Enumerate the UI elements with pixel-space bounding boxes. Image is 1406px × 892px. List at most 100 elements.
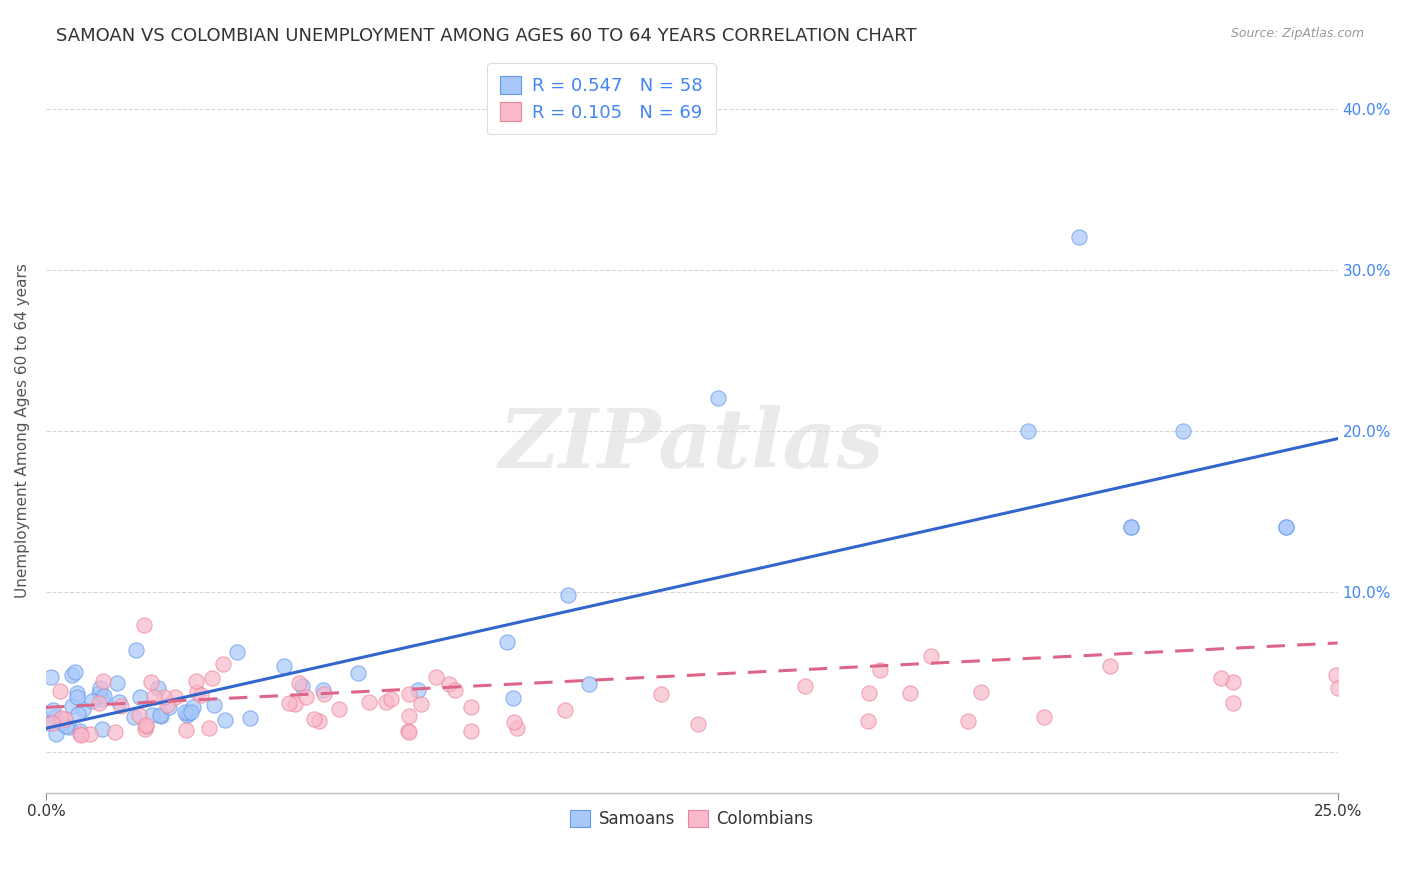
Point xyxy=(425,670,447,684)
Point xyxy=(898,686,921,700)
Point xyxy=(135,718,157,732)
Point xyxy=(858,714,880,728)
Point xyxy=(41,669,63,683)
Point xyxy=(60,698,83,713)
Point xyxy=(1275,520,1298,534)
Point xyxy=(409,697,432,711)
Point xyxy=(1033,710,1056,724)
Point xyxy=(177,706,200,720)
Point xyxy=(502,690,524,705)
Point xyxy=(180,705,202,719)
Point xyxy=(82,693,104,707)
Point xyxy=(1099,658,1122,673)
Point xyxy=(60,668,83,682)
Point xyxy=(149,708,172,723)
Point xyxy=(557,588,579,602)
Point xyxy=(41,715,63,730)
Point xyxy=(225,645,247,659)
Point xyxy=(1119,520,1142,534)
Point xyxy=(278,696,301,710)
Point xyxy=(49,711,72,725)
Point xyxy=(174,706,197,720)
Point xyxy=(496,635,519,649)
Point xyxy=(42,703,65,717)
Point xyxy=(1017,424,1039,438)
Point xyxy=(134,723,156,737)
Legend: Samoans, Colombians: Samoans, Colombians xyxy=(564,804,820,835)
Text: ZIPatlas: ZIPatlas xyxy=(499,405,884,485)
Point xyxy=(48,683,70,698)
Point xyxy=(1326,681,1348,696)
Point xyxy=(578,677,600,691)
Point xyxy=(1324,667,1347,681)
Point xyxy=(398,687,420,701)
Point xyxy=(93,689,115,703)
Point xyxy=(45,727,67,741)
Point xyxy=(72,702,94,716)
Point xyxy=(53,712,76,726)
Point xyxy=(69,727,91,741)
Point xyxy=(1275,520,1298,534)
Point xyxy=(439,677,461,691)
Point xyxy=(1222,675,1244,690)
Point xyxy=(70,728,93,742)
Point xyxy=(156,698,179,712)
Point xyxy=(706,392,728,406)
Point xyxy=(135,719,157,733)
Point xyxy=(869,663,891,677)
Point xyxy=(793,679,815,693)
Point xyxy=(312,683,335,698)
Point xyxy=(239,711,262,725)
Point xyxy=(858,686,880,700)
Point xyxy=(444,683,467,698)
Point xyxy=(38,716,60,731)
Point xyxy=(398,725,420,739)
Point xyxy=(273,658,295,673)
Point xyxy=(375,695,398,709)
Text: Source: ZipAtlas.com: Source: ZipAtlas.com xyxy=(1230,27,1364,40)
Point xyxy=(110,698,132,713)
Point xyxy=(129,690,152,705)
Point xyxy=(89,681,111,695)
Point xyxy=(125,643,148,657)
Point xyxy=(139,675,162,690)
Point xyxy=(503,715,526,730)
Point xyxy=(1119,520,1142,534)
Point xyxy=(69,724,91,739)
Point xyxy=(302,712,325,726)
Point xyxy=(688,717,710,731)
Point xyxy=(359,695,381,709)
Point xyxy=(287,676,309,690)
Point xyxy=(291,679,314,693)
Point xyxy=(165,690,187,704)
Point xyxy=(396,724,419,739)
Point xyxy=(460,699,482,714)
Point xyxy=(176,707,198,722)
Point xyxy=(506,721,529,735)
Point xyxy=(146,681,169,696)
Point xyxy=(122,710,145,724)
Point xyxy=(328,702,350,716)
Point xyxy=(63,665,86,680)
Point xyxy=(89,696,111,710)
Point xyxy=(58,720,80,734)
Point xyxy=(460,723,482,738)
Point xyxy=(1069,230,1091,244)
Text: SAMOAN VS COLOMBIAN UNEMPLOYMENT AMONG AGES 60 TO 64 YEARS CORRELATION CHART: SAMOAN VS COLOMBIAN UNEMPLOYMENT AMONG A… xyxy=(56,27,917,45)
Point xyxy=(150,709,173,723)
Point xyxy=(920,648,942,663)
Point xyxy=(91,691,114,706)
Point xyxy=(1171,424,1194,438)
Point xyxy=(66,706,89,721)
Point xyxy=(398,709,420,723)
Point xyxy=(79,727,101,741)
Point xyxy=(1222,696,1244,710)
Y-axis label: Unemployment Among Ages 60 to 64 years: Unemployment Among Ages 60 to 64 years xyxy=(15,263,30,598)
Point xyxy=(970,685,993,699)
Point xyxy=(184,674,207,689)
Point xyxy=(554,703,576,717)
Point xyxy=(308,714,330,729)
Point xyxy=(312,687,335,701)
Point xyxy=(186,685,208,699)
Point xyxy=(104,725,127,739)
